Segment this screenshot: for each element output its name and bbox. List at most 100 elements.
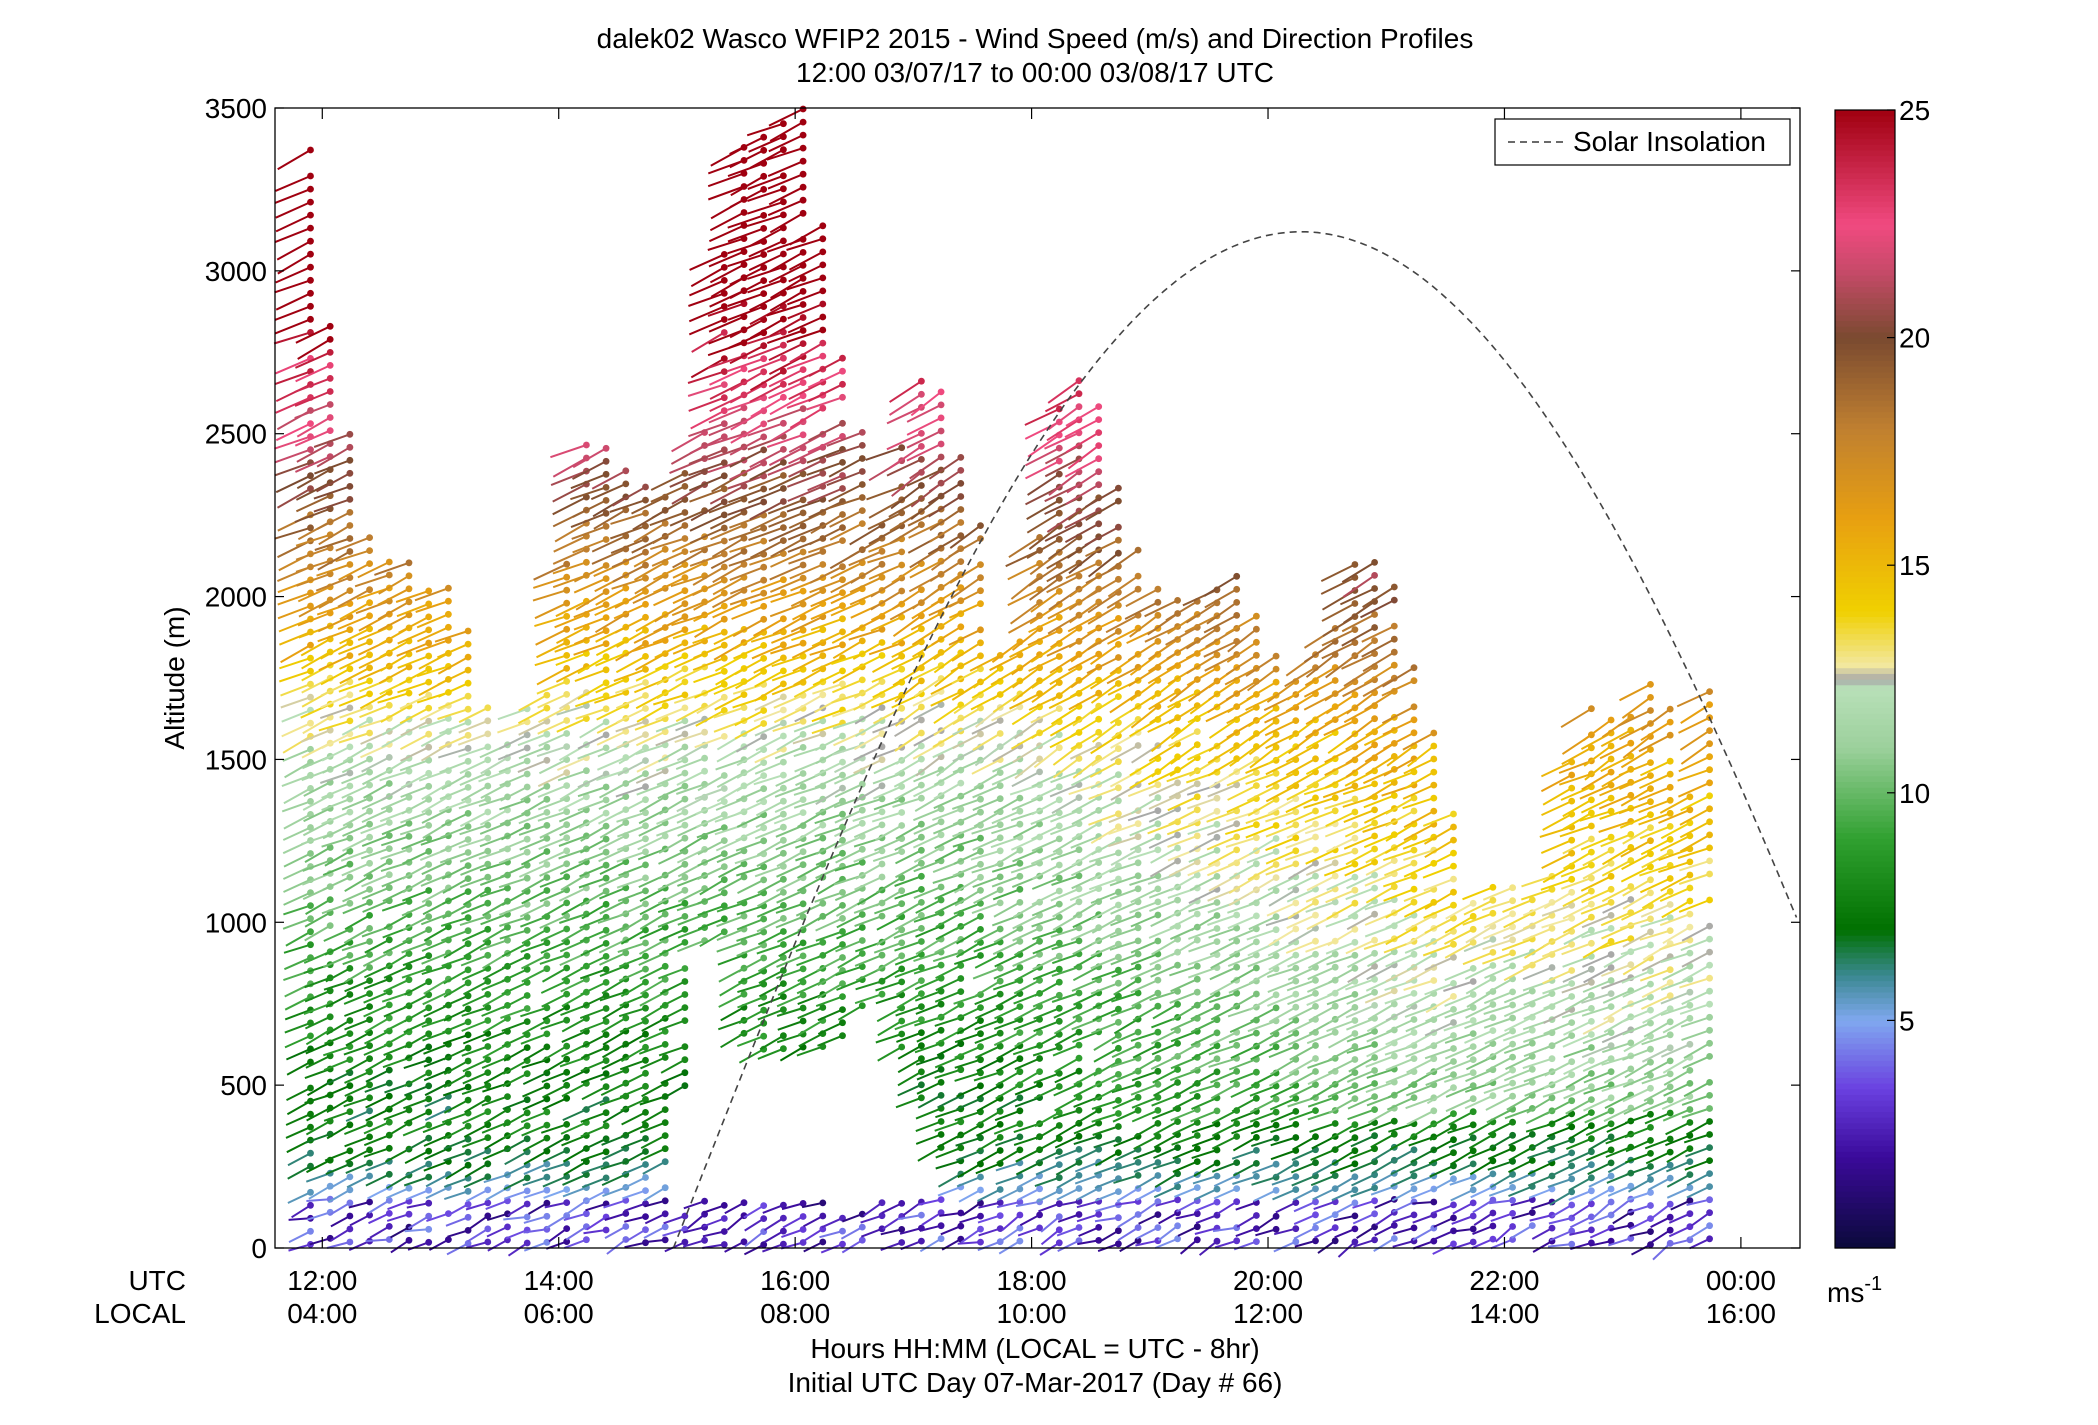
wind-barb bbox=[728, 553, 765, 567]
wind-barb bbox=[702, 1230, 725, 1238]
wind-barb-dot bbox=[799, 288, 807, 295]
wind-barb bbox=[1092, 1125, 1119, 1136]
wind-barb bbox=[345, 1162, 370, 1175]
wind-barb bbox=[653, 589, 686, 607]
wind-barb bbox=[500, 1007, 528, 1019]
wind-barb-dot bbox=[642, 1213, 649, 1220]
wind-barb-dot bbox=[740, 365, 748, 373]
wind-barb-dot bbox=[1115, 1149, 1122, 1156]
wind-barb-dot bbox=[602, 1109, 610, 1117]
wind-barb bbox=[622, 1176, 646, 1190]
wind-barb-dot bbox=[661, 1028, 669, 1035]
wind-barb-dot bbox=[1016, 1068, 1024, 1076]
wind-barb-dot bbox=[720, 1228, 728, 1235]
wind-barb-dot bbox=[819, 326, 827, 334]
wind-barb bbox=[543, 1188, 568, 1199]
wind-barb bbox=[735, 839, 765, 852]
wind-barb-dot bbox=[642, 640, 649, 647]
wind-barb bbox=[402, 915, 430, 931]
wind-barb-dot bbox=[583, 793, 590, 801]
wind-barb bbox=[937, 1186, 962, 1197]
wind-barb-dot bbox=[819, 248, 827, 256]
wind-barb bbox=[583, 1229, 607, 1235]
wind-barb-dot bbox=[858, 1236, 866, 1244]
wind-barb-dot bbox=[326, 401, 334, 408]
wind-barb bbox=[736, 891, 765, 905]
wind-barb-dot bbox=[1055, 1239, 1063, 1247]
wind-barb bbox=[497, 707, 528, 721]
wind-barb-dot bbox=[1193, 741, 1201, 749]
wind-barb-dot bbox=[1075, 1106, 1083, 1114]
wind-barb bbox=[384, 952, 410, 970]
wind-barb-dot bbox=[405, 585, 413, 593]
wind-barb-dot bbox=[602, 1070, 610, 1077]
wind-barb-dot bbox=[642, 1187, 649, 1194]
wind-barb bbox=[443, 1047, 469, 1061]
wind-barb-dot bbox=[1016, 1107, 1024, 1115]
wind-barb bbox=[687, 383, 725, 397]
wind-barb-dot bbox=[740, 209, 748, 216]
wind-barb-dot bbox=[681, 1017, 689, 1024]
wind-barb-dot bbox=[661, 1145, 669, 1153]
wind-barb bbox=[560, 874, 587, 891]
wind-barb-dot bbox=[799, 157, 807, 165]
wind-barb bbox=[658, 1019, 686, 1031]
wind-barb-dot bbox=[661, 519, 669, 527]
wind-barb-dot bbox=[760, 589, 768, 597]
wind-barb bbox=[479, 887, 508, 898]
wind-barb-dot bbox=[602, 1005, 610, 1012]
wind-barb bbox=[405, 1189, 430, 1201]
wind-barb bbox=[517, 707, 548, 725]
wind-barb-dot bbox=[425, 1186, 433, 1194]
wind-barb bbox=[653, 576, 686, 594]
wind-barb-dot bbox=[523, 874, 531, 882]
wind-barb bbox=[503, 1177, 528, 1191]
wind-barb bbox=[817, 969, 844, 987]
wind-barb-dot bbox=[366, 690, 373, 698]
wind-barb-dot bbox=[1115, 1240, 1122, 1248]
wind-barb-dot bbox=[701, 1197, 708, 1205]
wind-barb bbox=[317, 628, 351, 643]
wind-barb bbox=[708, 250, 745, 268]
wind-barb bbox=[520, 1111, 548, 1124]
wind-barb-dot bbox=[720, 446, 728, 454]
wind-barb-dot bbox=[642, 913, 649, 921]
wind-barb-dot bbox=[307, 1201, 314, 1209]
wind-barb-dot bbox=[1055, 874, 1063, 882]
wind-barb bbox=[732, 618, 765, 638]
wind-barb bbox=[736, 774, 765, 792]
wind-barb bbox=[620, 981, 647, 998]
wind-barb bbox=[363, 1134, 390, 1147]
wind-barb-dot bbox=[661, 1158, 669, 1166]
wind-barb bbox=[467, 1228, 489, 1243]
wind-barb bbox=[274, 461, 311, 477]
wind-barb bbox=[712, 563, 745, 584]
wind-barb-dot bbox=[405, 767, 413, 775]
wind-barb-dot bbox=[760, 772, 768, 779]
wind-barb-dot bbox=[760, 876, 768, 884]
wind-barb bbox=[537, 797, 568, 811]
wind-barb bbox=[620, 1046, 647, 1063]
wind-barb bbox=[498, 877, 528, 889]
wind-barb-dot bbox=[996, 782, 1004, 790]
wind-barb bbox=[274, 279, 311, 294]
wind-barb-dot bbox=[326, 388, 334, 395]
wind-barb bbox=[463, 1175, 489, 1189]
wind-barb-dot bbox=[996, 925, 1004, 933]
wind-barb-dot bbox=[642, 1082, 649, 1090]
wind-barb bbox=[618, 955, 646, 968]
wind-barb-dot bbox=[681, 730, 689, 738]
wind-barb bbox=[558, 834, 587, 847]
wind-barb-dot bbox=[425, 808, 433, 816]
wind-barb bbox=[643, 1225, 666, 1239]
wind-barb-dot bbox=[1055, 783, 1063, 791]
wind-barb bbox=[341, 771, 370, 785]
wind-barb bbox=[521, 1124, 548, 1137]
wind-barb bbox=[736, 931, 765, 942]
wind-barb bbox=[952, 746, 981, 763]
wind-barb-dot bbox=[563, 964, 571, 972]
wind-barb-dot bbox=[839, 784, 846, 792]
wind-barb bbox=[319, 706, 351, 720]
wind-barb-dot bbox=[504, 1093, 511, 1100]
wind-barb-dot bbox=[839, 419, 846, 427]
